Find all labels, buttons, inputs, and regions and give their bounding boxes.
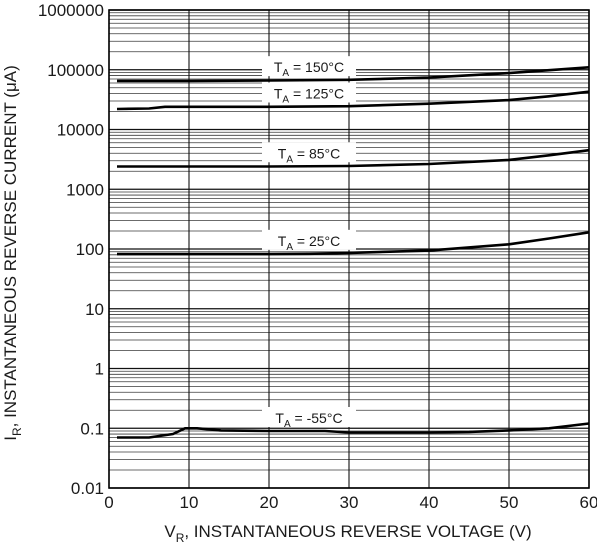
series-group: TA = 150°C TA = 125°C TA = 85°C TA = 25°C TA… bbox=[116, 56, 590, 439]
y-tick-label: 1 bbox=[95, 360, 104, 379]
series-label-bg bbox=[262, 56, 356, 77]
series-label: TA = 125°C bbox=[274, 86, 344, 106]
series-label: TA = -55°C bbox=[275, 410, 342, 430]
y-tick-label: 10000 bbox=[57, 121, 104, 140]
y-tick-label: 100000 bbox=[47, 61, 104, 80]
x-tick-label: 60 bbox=[580, 493, 597, 512]
x-tick-label: 50 bbox=[500, 493, 519, 512]
x-tick-label: 0 bbox=[104, 493, 113, 512]
series-label: TA = 25°C bbox=[278, 233, 340, 253]
series-label-bg bbox=[262, 82, 356, 103]
y-axis-label: IR, INSTANTANEOUS REVERSE CURRENT (μA) bbox=[1, 65, 24, 441]
y-tick-label: 0.1 bbox=[80, 419, 104, 438]
x-tick-label: 10 bbox=[180, 493, 199, 512]
series-label: TA = 85°C bbox=[278, 145, 340, 165]
x-tick-label: 20 bbox=[260, 493, 279, 512]
y-tick-label: 10 bbox=[85, 300, 104, 319]
series-label-bg bbox=[262, 406, 356, 427]
series-label-bg bbox=[262, 229, 356, 250]
x-tick-label: 40 bbox=[420, 493, 439, 512]
series-label: TA = 150°C bbox=[274, 59, 344, 79]
x-tick-label: 30 bbox=[340, 493, 359, 512]
y-tick-label: 100 bbox=[76, 240, 104, 259]
series-label-bg bbox=[262, 142, 356, 163]
y-tick-label: 0.01 bbox=[71, 479, 104, 498]
series-line bbox=[117, 148, 590, 168]
series-line bbox=[117, 422, 590, 439]
series-line bbox=[117, 66, 590, 83]
grid bbox=[108, 9, 590, 489]
y-tick-label: 1000000 bbox=[38, 1, 104, 20]
y-tick-label: 1000 bbox=[66, 180, 104, 199]
tick-labels: 0.01 0.1 1 10 100 1000 10000 100000 1000000 0 10 20… bbox=[38, 1, 597, 512]
series-line bbox=[117, 231, 590, 256]
x-axis-label: VR, INSTANTANEOUS REVERSE VOLTAGE (V) bbox=[164, 522, 531, 545]
series-line bbox=[116, 90, 590, 111]
plot-frame bbox=[108, 9, 590, 489]
